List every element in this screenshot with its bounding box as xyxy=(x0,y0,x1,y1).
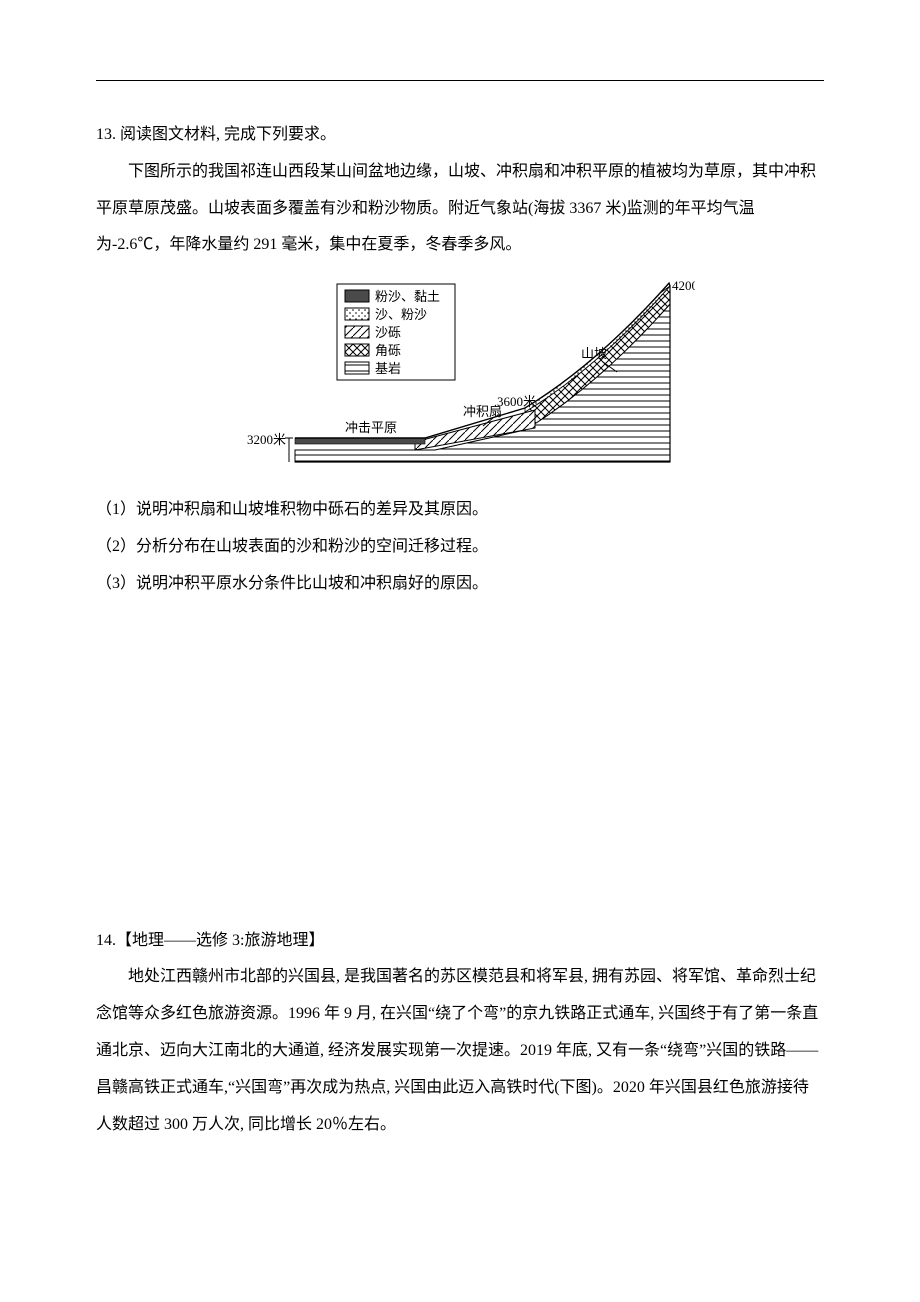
q13-sub3: （3）说明冲积平原水分条件比山坡和冲积扇好的原因。 xyxy=(96,566,824,603)
svg-text:冲积扇: 冲积扇 xyxy=(463,404,502,419)
svg-text:粉沙、黏土: 粉沙、黏土 xyxy=(375,289,440,304)
q14-title-line: 14.【地理——选修 3:旅游地理】 xyxy=(96,923,824,960)
svg-text:3200米: 3200米 xyxy=(247,432,286,447)
q14-para1: 地处江西赣州市北部的兴国县, 是我国著名的苏区模范县和将军县, 拥有苏园、将军馆… xyxy=(96,959,824,1143)
q13-number: 13. xyxy=(96,126,120,143)
svg-text:山坡: 山坡 xyxy=(581,346,607,361)
q13-sub1: （1）说明冲积扇和山坡堆积物中砾石的差异及其原因。 xyxy=(96,492,824,529)
geo-cross-section-svg: 粉沙、黏土沙、粉沙沙砾角砾基岩 3200米 3600米 4200米冲击平原 冲积扇 山坡 xyxy=(225,272,695,482)
q13-title-line: 13. 阅读图文材料, 完成下列要求。 xyxy=(96,117,824,154)
svg-text:沙砾: 沙砾 xyxy=(375,325,401,340)
svg-text:基岩: 基岩 xyxy=(375,361,401,376)
blank-gap xyxy=(96,603,824,923)
svg-text:冲击平原: 冲击平原 xyxy=(345,420,397,435)
q13-para1: 下图所示的我国祁连山西段某山间盆地边缘，山坡、冲积扇和冲积平原的植被均为草原，其… xyxy=(96,154,824,264)
page: 13. 阅读图文材料, 完成下列要求。 下图所示的我国祁连山西段某山间盆地边缘，… xyxy=(0,0,920,1203)
q14-title: 【地理——选修 3:旅游地理】 xyxy=(116,932,324,949)
q13-title: 阅读图文材料, 完成下列要求。 xyxy=(120,126,336,143)
q13-figure: 粉沙、黏土沙、粉沙沙砾角砾基岩 3200米 3600米 4200米冲击平原 冲积扇 山坡 xyxy=(96,272,824,482)
top-rule xyxy=(96,80,824,81)
svg-text:沙、粉沙: 沙、粉沙 xyxy=(375,307,427,322)
q13-sub2: （2）分析分布在山坡表面的沙和粉沙的空间迁移过程。 xyxy=(96,529,824,566)
q14-number: 14. xyxy=(96,932,116,949)
svg-text:角砾: 角砾 xyxy=(375,343,401,358)
svg-text:3600米: 3600米 xyxy=(497,394,536,409)
svg-text:4200米: 4200米 xyxy=(672,278,695,293)
